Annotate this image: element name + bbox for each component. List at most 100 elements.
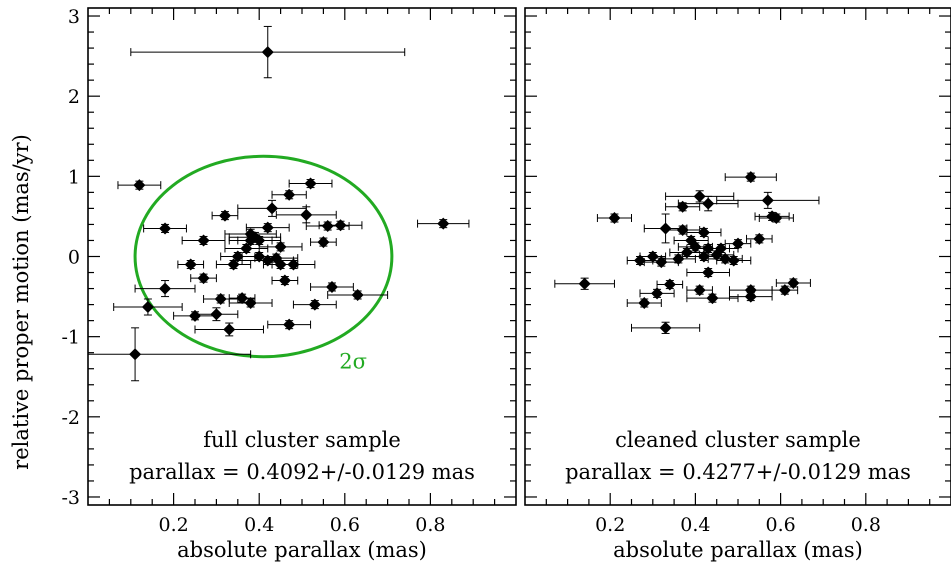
diamond-marker bbox=[437, 217, 450, 230]
diamond-marker bbox=[321, 220, 334, 233]
data-point bbox=[724, 171, 777, 184]
diamond-marker bbox=[693, 190, 706, 203]
diamond-marker bbox=[261, 46, 274, 59]
y-tick-label: 0 bbox=[68, 247, 80, 269]
data-point bbox=[771, 284, 799, 297]
data-point bbox=[271, 274, 299, 287]
diamond-marker bbox=[638, 296, 651, 309]
data-point bbox=[288, 177, 333, 190]
data-point bbox=[190, 272, 217, 285]
data-point bbox=[143, 222, 187, 235]
diamond-marker bbox=[261, 254, 274, 267]
diamond-marker bbox=[244, 296, 257, 309]
two-sigma-ellipse bbox=[133, 154, 394, 359]
diamond-marker bbox=[133, 179, 146, 192]
diamond-marker bbox=[744, 290, 757, 303]
diamond-marker bbox=[634, 254, 647, 267]
data-point bbox=[665, 190, 735, 203]
data-point bbox=[660, 252, 696, 265]
diamond-marker bbox=[719, 252, 732, 265]
data-point bbox=[215, 258, 252, 271]
diamond-marker bbox=[261, 221, 274, 234]
diamond-marker bbox=[689, 240, 702, 253]
x-tick-label: 0.6 bbox=[330, 514, 360, 536]
data-point bbox=[686, 226, 722, 239]
data-point bbox=[310, 236, 337, 249]
y-tick-label: -2 bbox=[61, 407, 80, 429]
diamond-marker bbox=[283, 188, 296, 201]
diamond-marker bbox=[663, 278, 676, 291]
data-point bbox=[677, 195, 739, 212]
data-point bbox=[224, 242, 269, 255]
data-point bbox=[237, 199, 307, 217]
diamond-marker bbox=[253, 234, 266, 247]
diamond-marker bbox=[227, 258, 240, 271]
diamond-marker bbox=[129, 348, 142, 361]
data-point bbox=[88, 327, 252, 382]
diamond-marker bbox=[278, 274, 291, 287]
diamond-marker bbox=[274, 240, 287, 253]
y-axis-label: relative proper motion (mas/yr) bbox=[9, 134, 33, 470]
data-point bbox=[716, 191, 820, 209]
diamond-marker bbox=[236, 292, 249, 305]
data-point bbox=[271, 188, 307, 201]
data-point bbox=[639, 287, 675, 300]
diamond-marker bbox=[308, 298, 321, 311]
diamond-marker bbox=[214, 292, 227, 305]
diamond-marker bbox=[317, 236, 330, 249]
diamond-marker bbox=[231, 250, 244, 263]
diamond-marker bbox=[672, 252, 685, 265]
diamond-marker bbox=[184, 258, 197, 271]
data-point bbox=[237, 234, 282, 247]
data-point bbox=[417, 217, 470, 230]
y-tick-label: 2 bbox=[68, 86, 80, 108]
x-tick-label: 0.6 bbox=[765, 514, 795, 536]
diamond-marker bbox=[266, 202, 279, 215]
data-point bbox=[686, 266, 730, 279]
x-tick-label: 0.4 bbox=[680, 514, 710, 536]
diamond-marker bbox=[210, 308, 223, 321]
diamond-marker bbox=[680, 246, 693, 259]
data-point bbox=[262, 258, 299, 271]
x-axis-label: absolute parallax (mas) bbox=[613, 538, 863, 562]
y-tick-label: 1 bbox=[68, 166, 80, 188]
diamond-marker bbox=[283, 318, 296, 331]
data-point bbox=[656, 278, 684, 291]
data-point bbox=[194, 307, 239, 322]
diamond-marker bbox=[287, 258, 300, 271]
diamond-marker bbox=[240, 242, 253, 255]
diamond-marker bbox=[744, 171, 757, 184]
diamond-marker bbox=[714, 242, 727, 255]
annotation-parallax: parallax = 0.4277+/-0.0129 mas bbox=[565, 460, 911, 484]
data-point bbox=[275, 206, 337, 224]
ellipse-label: 2σ bbox=[339, 350, 367, 374]
x-tick-label: 0.4 bbox=[244, 514, 274, 536]
data-point bbox=[203, 292, 239, 305]
data-point bbox=[716, 254, 752, 267]
diamond-marker bbox=[141, 301, 154, 314]
diamond-marker bbox=[334, 219, 347, 232]
diamond-marker bbox=[659, 321, 672, 334]
data-point bbox=[113, 298, 183, 316]
diamond-marker bbox=[761, 194, 774, 207]
diamond-marker bbox=[159, 282, 172, 295]
diamond-marker bbox=[197, 234, 210, 247]
data-point bbox=[746, 232, 773, 245]
diamond-marker bbox=[706, 292, 719, 305]
data-point bbox=[181, 234, 226, 247]
data-point bbox=[728, 290, 773, 303]
diamond-marker bbox=[676, 224, 689, 237]
data-point bbox=[327, 288, 389, 301]
diamond-marker bbox=[727, 254, 740, 267]
diamond-marker bbox=[300, 208, 313, 221]
data-point bbox=[724, 237, 752, 250]
diamond-marker bbox=[702, 266, 715, 279]
data-point bbox=[626, 296, 662, 309]
diamond-marker bbox=[778, 284, 791, 297]
diamond-marker bbox=[223, 323, 236, 336]
diamond-marker bbox=[325, 280, 338, 293]
diamond-marker bbox=[697, 226, 710, 239]
data-point bbox=[596, 212, 632, 225]
diamond-marker bbox=[732, 237, 744, 250]
